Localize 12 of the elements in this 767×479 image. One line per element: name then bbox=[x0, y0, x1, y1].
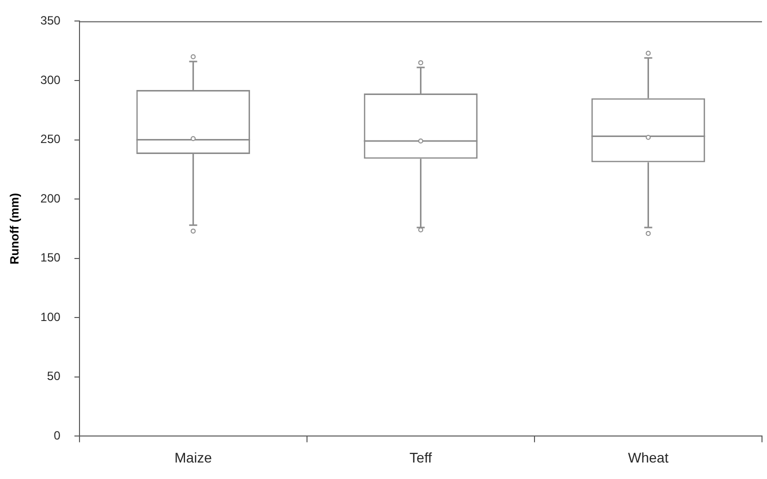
y-tick-label: 200 bbox=[40, 191, 61, 206]
y-tick-label: 150 bbox=[40, 250, 61, 265]
x-tick-label: Teff bbox=[410, 449, 432, 466]
y-tick-label: 0 bbox=[54, 428, 61, 443]
y-tick-label: 250 bbox=[40, 132, 61, 146]
x-tick-label: Maize bbox=[174, 449, 212, 466]
y-tick-label: 350 bbox=[40, 14, 61, 28]
y-tick-label: 300 bbox=[40, 72, 61, 87]
y-tick-label: 100 bbox=[40, 310, 61, 324]
y-axis-title: Runoff (mm) bbox=[8, 193, 22, 264]
x-tick-label: Wheat bbox=[628, 449, 669, 466]
y-tick-label: 50 bbox=[47, 369, 61, 384]
